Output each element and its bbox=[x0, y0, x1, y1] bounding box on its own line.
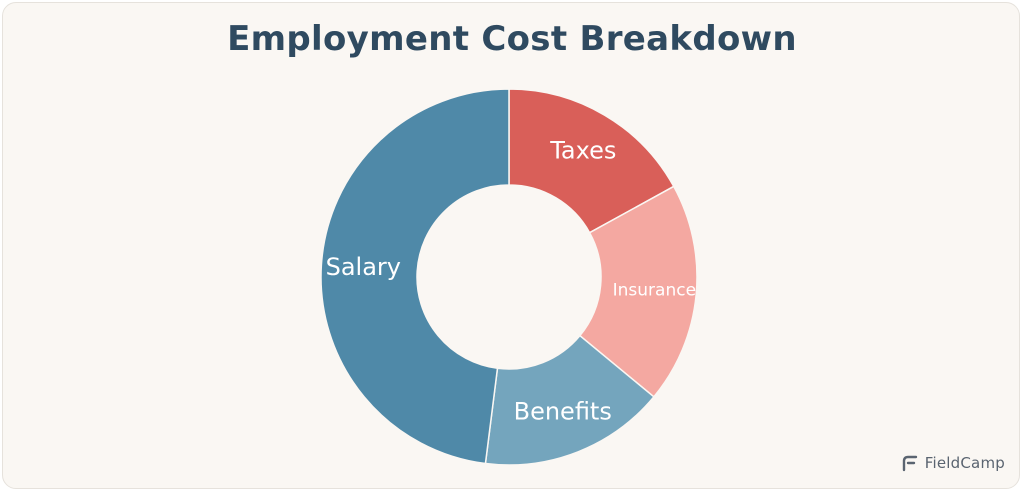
slice-benefits bbox=[484, 334, 655, 466]
slice-label-insurance: Insurance bbox=[613, 281, 696, 301]
donut-chart: Taxes Insurance Benefits Salary bbox=[320, 88, 698, 466]
slice-label-salary: Salary bbox=[326, 253, 401, 281]
slice-taxes bbox=[508, 88, 675, 234]
slice-label-benefits: Benefits bbox=[514, 398, 612, 426]
fieldcamp-logo-icon bbox=[902, 455, 917, 472]
chart-title: Employment Cost Breakdown bbox=[227, 19, 797, 59]
slice-insurance bbox=[578, 185, 698, 398]
slice-salary bbox=[320, 88, 510, 465]
brand-watermark: FieldCamp bbox=[901, 454, 1005, 472]
brand-name: FieldCamp bbox=[924, 454, 1005, 472]
slice-label-taxes: Taxes bbox=[549, 136, 616, 164]
